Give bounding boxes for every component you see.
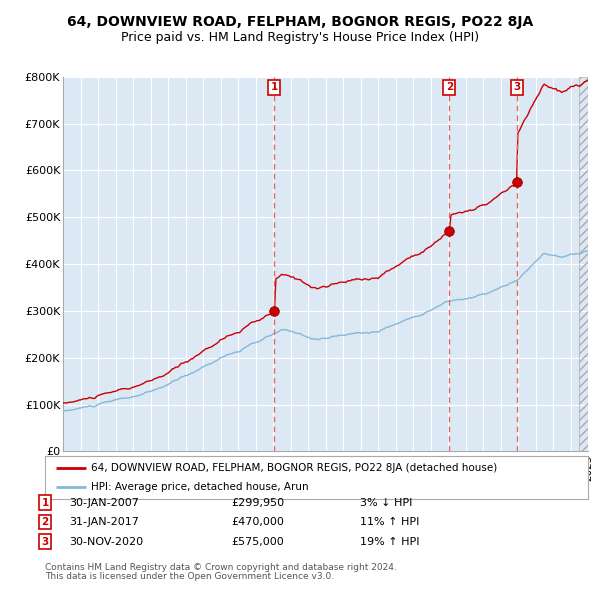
Text: 1: 1 [41, 498, 49, 507]
Text: 3% ↓ HPI: 3% ↓ HPI [360, 498, 412, 507]
Text: HPI: Average price, detached house, Arun: HPI: Average price, detached house, Arun [91, 482, 309, 492]
Text: £299,950: £299,950 [231, 498, 284, 507]
Text: 3: 3 [41, 537, 49, 546]
Text: 64, DOWNVIEW ROAD, FELPHAM, BOGNOR REGIS, PO22 8JA (detached house): 64, DOWNVIEW ROAD, FELPHAM, BOGNOR REGIS… [91, 463, 497, 473]
Text: This data is licensed under the Open Government Licence v3.0.: This data is licensed under the Open Gov… [45, 572, 334, 581]
Text: 30-NOV-2020: 30-NOV-2020 [69, 537, 143, 546]
Text: £575,000: £575,000 [231, 537, 284, 546]
Text: 19% ↑ HPI: 19% ↑ HPI [360, 537, 419, 546]
Text: £470,000: £470,000 [231, 517, 284, 527]
Text: Price paid vs. HM Land Registry's House Price Index (HPI): Price paid vs. HM Land Registry's House … [121, 31, 479, 44]
Text: 3: 3 [513, 83, 520, 92]
Text: 2: 2 [446, 83, 453, 92]
Text: 64, DOWNVIEW ROAD, FELPHAM, BOGNOR REGIS, PO22 8JA: 64, DOWNVIEW ROAD, FELPHAM, BOGNOR REGIS… [67, 15, 533, 29]
Text: Contains HM Land Registry data © Crown copyright and database right 2024.: Contains HM Land Registry data © Crown c… [45, 563, 397, 572]
Text: 1: 1 [271, 83, 278, 92]
Text: 30-JAN-2007: 30-JAN-2007 [69, 498, 139, 507]
Text: 2: 2 [41, 517, 49, 527]
Text: 11% ↑ HPI: 11% ↑ HPI [360, 517, 419, 527]
Text: 31-JAN-2017: 31-JAN-2017 [69, 517, 139, 527]
